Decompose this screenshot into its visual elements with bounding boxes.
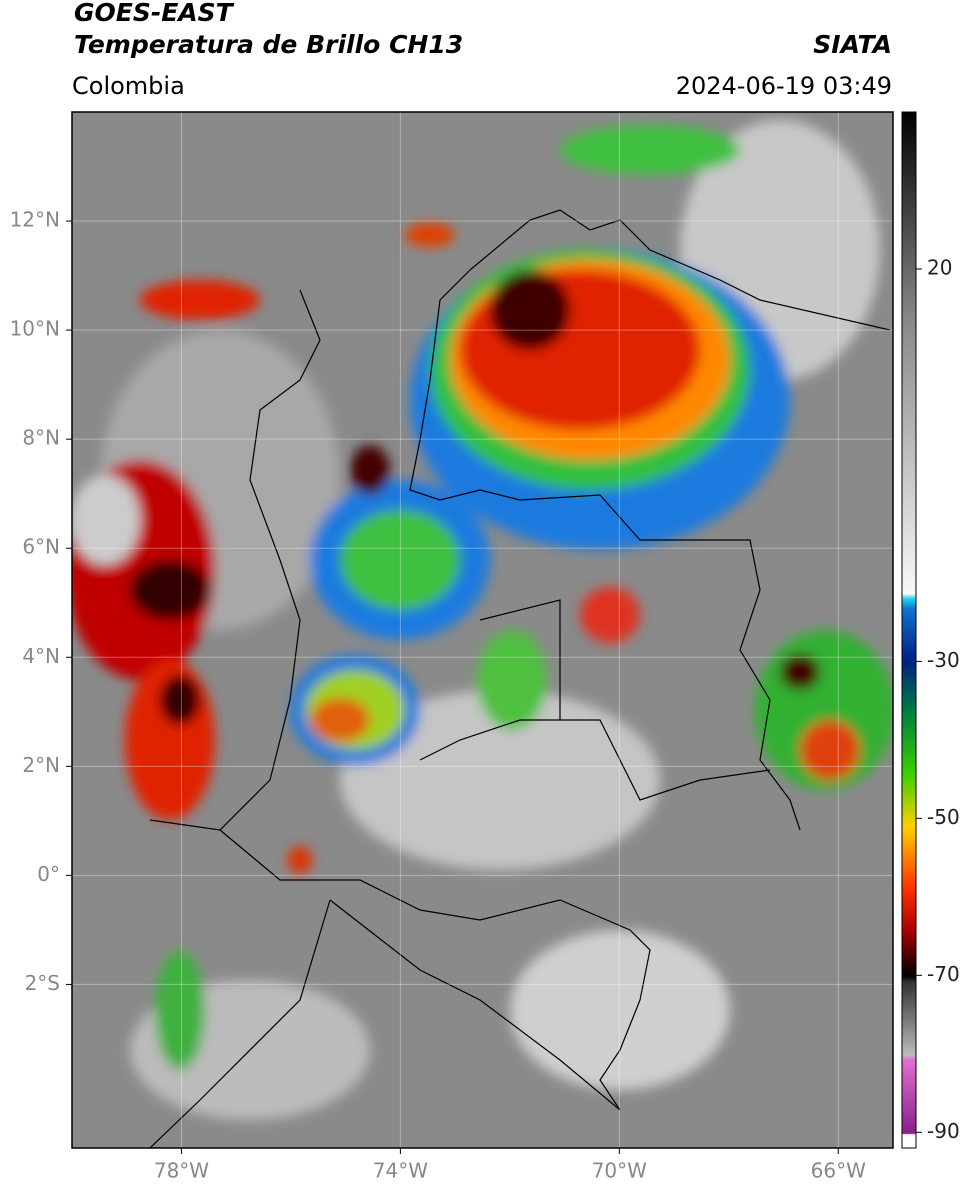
colorbar-tick-label: -30: [927, 648, 960, 672]
y-tick-label: 10°N: [10, 317, 60, 341]
y-tick-label: 0°: [37, 862, 60, 886]
satellite-image: [72, 112, 893, 1148]
title: GOES-EAST: [74, 0, 235, 27]
y-tick-label: 8°N: [22, 426, 60, 450]
x-tick-label: 66°W: [811, 1159, 866, 1183]
y-tick-label: 6°N: [22, 535, 60, 559]
x-tick-label: 74°W: [373, 1159, 428, 1183]
y-tick-label: 2°N: [22, 753, 60, 777]
colorbar: [901, 111, 917, 1149]
subtitle: Temperatura de Brillo CH13: [74, 30, 463, 59]
map-frame: [71, 111, 894, 1149]
colorbar-tick-label: -50: [927, 805, 960, 829]
colorbar-tick-label: -70: [927, 962, 960, 986]
region: Colombia: [72, 72, 185, 100]
y-tick-label: 4°N: [22, 644, 60, 668]
colorbar-tick-label: 20: [927, 255, 952, 279]
x-tick-label: 70°W: [592, 1159, 647, 1183]
x-tick-label: 78°W: [154, 1159, 209, 1183]
y-tick-label: 12°N: [10, 208, 60, 232]
source: SIATA: [813, 30, 892, 59]
colorbar-tick-label: -90: [927, 1119, 960, 1143]
y-tick-label: 2°S: [25, 971, 60, 995]
timestamp: 2024-06-19 03:49: [676, 72, 892, 100]
